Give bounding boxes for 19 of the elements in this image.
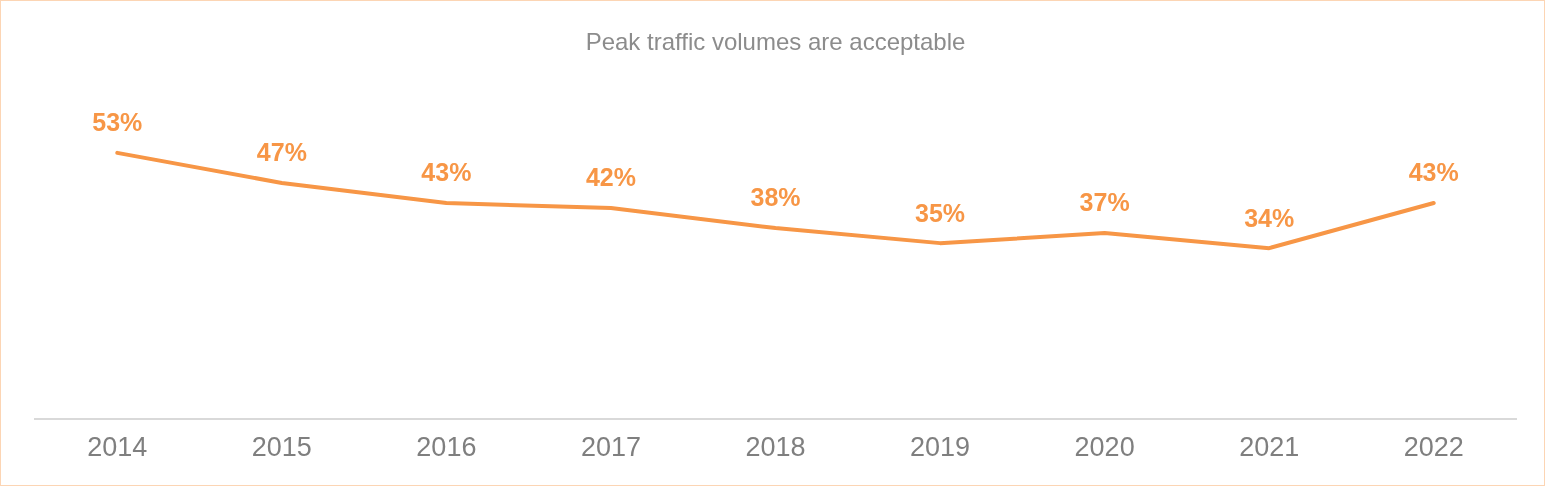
x-tick-label: 2019 <box>910 432 971 463</box>
x-tick-label: 2022 <box>1403 432 1464 463</box>
data-label: 47% <box>256 138 307 167</box>
data-label: 43% <box>1408 158 1459 187</box>
data-label: 42% <box>585 163 636 192</box>
x-tick-label: 2021 <box>1239 432 1300 463</box>
x-tick-label: 2014 <box>87 432 148 463</box>
x-tick-label: 2015 <box>251 432 312 463</box>
chart-title: Peak traffic volumes are acceptable <box>585 28 966 56</box>
data-label: 37% <box>1079 188 1130 217</box>
data-label: 38% <box>750 183 801 212</box>
x-tick-label: 2016 <box>416 432 477 463</box>
x-tick-label: 2017 <box>580 432 641 463</box>
data-label: 34% <box>1244 203 1295 232</box>
data-label: 35% <box>915 198 966 227</box>
data-label: 43% <box>421 158 472 187</box>
data-label: 53% <box>92 108 143 137</box>
x-tick-label: 2018 <box>745 432 806 463</box>
x-tick-label: 2020 <box>1074 432 1135 463</box>
